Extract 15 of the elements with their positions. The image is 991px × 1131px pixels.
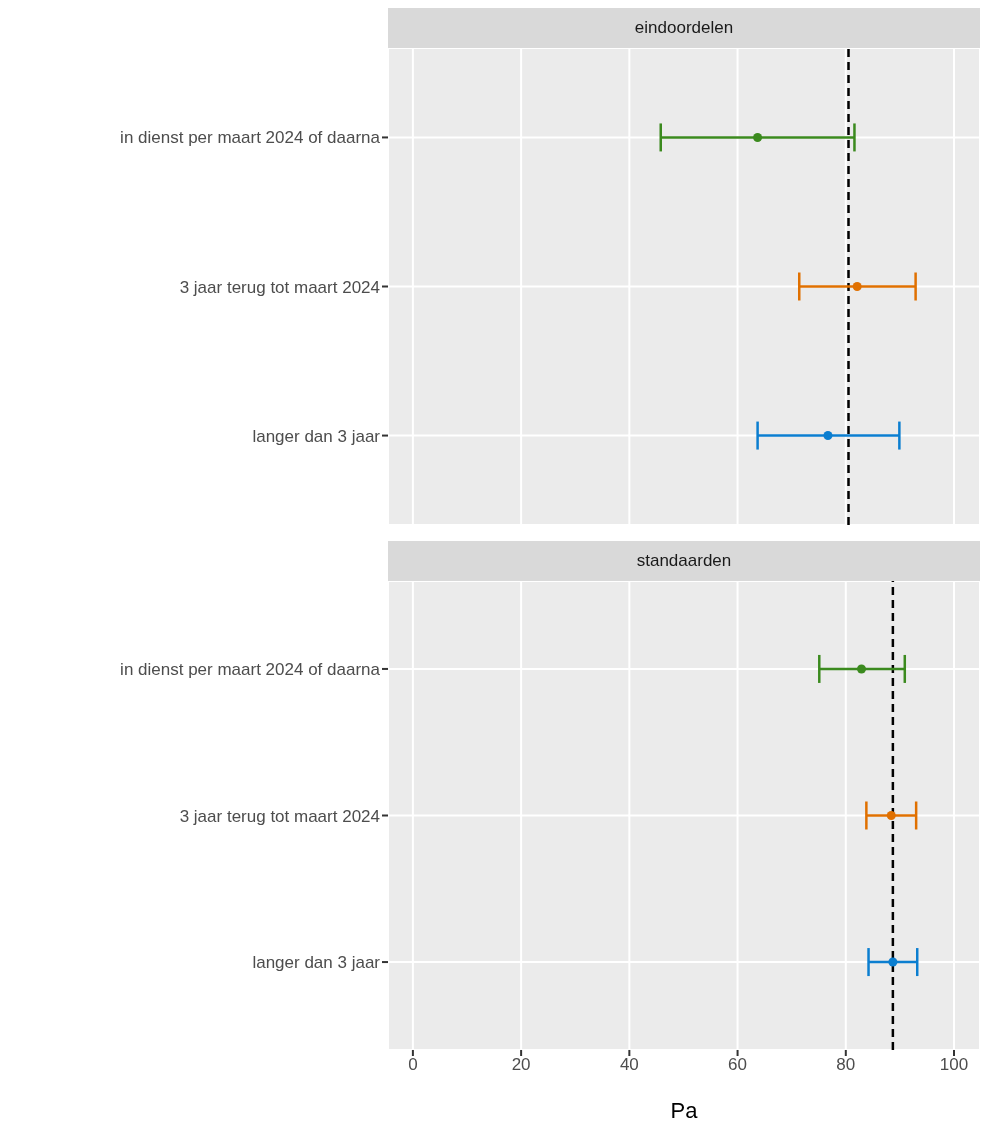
y-tick-label: 3 jaar terug tot maart 2024: [179, 806, 380, 826]
x-tick-label: 0: [408, 1055, 418, 1075]
x-tick-label: 100: [939, 1055, 969, 1075]
x-axis-title: Pa: [670, 1098, 699, 1123]
y-tick-label: langer dan 3 jaar: [252, 953, 381, 973]
x-tick-label: 20: [511, 1055, 531, 1075]
chart-title: eindoordelen: [388, 8, 980, 48]
y-tick-label: in dienst per maart 2024 of daarna: [120, 128, 381, 148]
chart-title: standaarden: [388, 541, 980, 581]
x-tick-label: 60: [728, 1055, 748, 1075]
y-tick-label: langer dan 3 jaar: [252, 426, 381, 446]
y-tick-label: 3 jaar terug tot maart 2024: [179, 277, 380, 297]
x-tick-label: 40: [619, 1055, 639, 1075]
y-tick-label: in dienst per maart 2024 of daarna: [120, 659, 381, 679]
x-tick-label: 80: [836, 1055, 856, 1075]
